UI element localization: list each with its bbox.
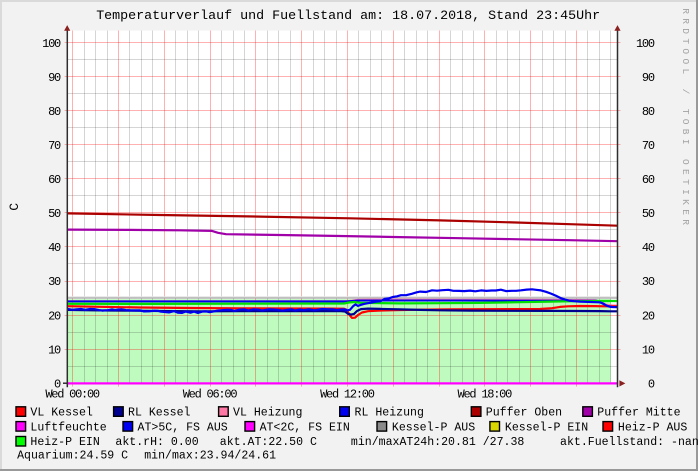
svg-text:40: 40 <box>48 241 61 255</box>
svg-text:Puffer Oben: Puffer Oben <box>486 407 562 420</box>
svg-text:akt.AT:22.50 C: akt.AT:22.50 C <box>220 436 317 449</box>
svg-text:Wed 00:00: Wed 00:00 <box>45 388 100 402</box>
svg-text:20: 20 <box>48 309 61 323</box>
svg-text:akt.rH: 0.00: akt.rH: 0.00 <box>115 436 198 449</box>
svg-text:Wed 18:00: Wed 18:00 <box>458 388 513 402</box>
svg-text:Puffer Mitte: Puffer Mitte <box>597 407 680 420</box>
svg-text:10: 10 <box>642 343 655 357</box>
svg-text:10: 10 <box>48 343 61 357</box>
svg-text:AT<2C, FS EIN: AT<2C, FS EIN <box>260 422 350 435</box>
svg-text:Kessel-P AUS: Kessel-P AUS <box>392 422 475 435</box>
svg-text:0: 0 <box>54 377 61 391</box>
svg-text:AT>5C, FS AUS: AT>5C, FS AUS <box>138 422 228 435</box>
svg-text:RL Heizung: RL Heizung <box>355 407 424 420</box>
svg-text:60: 60 <box>48 173 61 187</box>
svg-text:Aquarium:24.59 C: Aquarium:24.59 C <box>17 449 128 462</box>
svg-text:50: 50 <box>642 207 655 221</box>
svg-text:C: C <box>7 203 22 211</box>
svg-text:RRDTOOL / TOBI OETIKER: RRDTOOL / TOBI OETIKER <box>680 8 691 229</box>
svg-text:30: 30 <box>642 275 655 289</box>
svg-text:VL Heizung: VL Heizung <box>233 407 302 420</box>
svg-text:VL Kessel: VL Kessel <box>30 407 93 420</box>
svg-text:Wed 12:00: Wed 12:00 <box>320 388 375 402</box>
svg-text:100: 100 <box>42 37 61 51</box>
svg-text:RL Kessel: RL Kessel <box>128 407 191 420</box>
svg-text:0: 0 <box>648 377 655 391</box>
svg-text:20: 20 <box>642 309 655 323</box>
svg-text:60: 60 <box>642 173 655 187</box>
svg-text:akt.Fuellstand: -nan: akt.Fuellstand: -nan <box>560 436 698 449</box>
svg-text:70: 70 <box>642 139 655 153</box>
svg-text:Temperaturverlauf und Fuellsta: Temperaturverlauf und Fuellstand am: 18.… <box>96 9 600 24</box>
svg-text:40: 40 <box>642 241 655 255</box>
svg-text:Heiz-P EIN: Heiz-P EIN <box>30 436 99 449</box>
svg-text:min/maxAT24h:20.81 /27.38: min/maxAT24h:20.81 /27.38 <box>351 436 525 449</box>
svg-text:70: 70 <box>48 139 61 153</box>
svg-text:80: 80 <box>642 105 655 119</box>
svg-text:90: 90 <box>642 71 655 85</box>
svg-text:90: 90 <box>48 71 61 85</box>
svg-text:30: 30 <box>48 275 61 289</box>
svg-text:100: 100 <box>636 37 655 51</box>
svg-text:min/max:23.94/24.61: min/max:23.94/24.61 <box>144 449 276 462</box>
svg-text:50: 50 <box>48 207 61 221</box>
svg-text:Heiz-P AUS: Heiz-P AUS <box>618 422 687 435</box>
svg-text:Luftfeuchte: Luftfeuchte <box>30 422 106 435</box>
svg-text:Kessel-P EIN: Kessel-P EIN <box>505 422 588 435</box>
svg-text:Wed 06:00: Wed 06:00 <box>183 388 238 402</box>
svg-text:80: 80 <box>48 105 61 119</box>
